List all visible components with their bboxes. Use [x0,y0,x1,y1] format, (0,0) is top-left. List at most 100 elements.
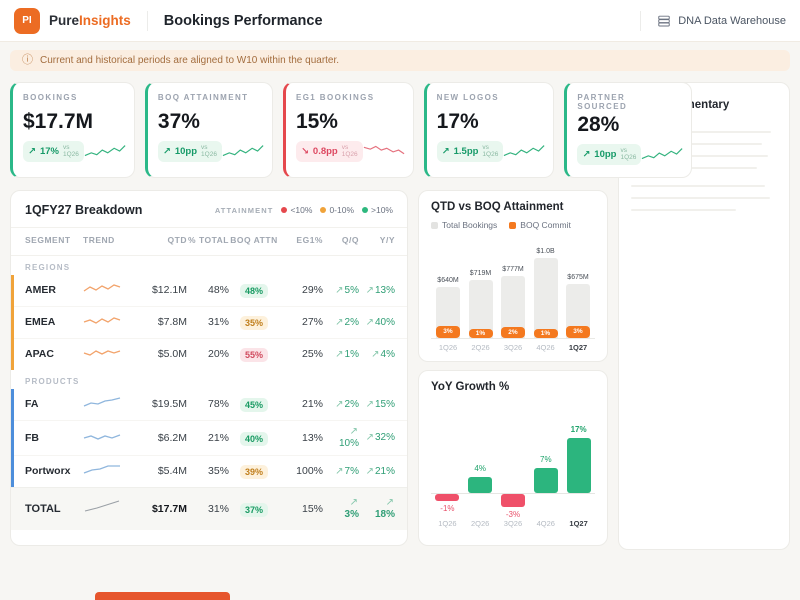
qtd-bars: $640M 3% $719M 1% $777M 2% $1.0B 1% $675M 3% [431,238,595,339]
charts-column: QTD vs BOQ Attainment Total Bookings BOQ… [418,190,608,546]
boq-commit-bar: 3% [566,325,590,338]
bar-value-label: 17% [570,425,587,434]
segment-cell: TOTAL [25,502,61,515]
yoy-bar-group: -3% 3Q26 [497,397,530,537]
legend-dot-amber [320,207,327,213]
bar-value-label: -1% [440,504,455,513]
kpi-delta-badge: ↗ 10pp vs 1Q26 [157,141,222,162]
yy-cell: ↗15% [365,398,395,410]
section-label-regions: REGIONS [25,262,71,272]
content-column: BOOKINGS $17.7M ↗ 17% vs 1Q26 BOQ ATTAINME… [10,82,693,546]
kpi-delta-badge: ↗ 1.5pp vs 1Q26 [436,141,504,162]
legend-swatch [431,221,438,229]
trend-up-icon: ↗ [365,432,374,444]
pct-total-cell: 48% [207,284,229,297]
table-row-emea[interactable]: EMEA $7.8M 31% 35% 27% ↗2% ↗40% [14,307,407,339]
qtd-cell: $17.7M [151,502,187,515]
qtd-cell: $7.8M [157,316,187,329]
eg1-cell: 100% [296,465,323,478]
legend-swatch [509,221,517,229]
eg1-cell: 27% [301,316,323,329]
col-header: SEGMENT [25,235,71,245]
kpi-delta-value: 0.8pp [312,145,338,157]
yy-cell: ↗21% [365,465,395,477]
yoy-bar-group: 17% 1Q27 [562,397,595,537]
trend-up-icon: ↗ [582,148,591,160]
trend-up-icon: ↗ [335,348,344,360]
trend-sparkline [83,281,131,299]
yoy-bar [533,468,558,493]
trend-up-icon: ↗ [349,496,358,508]
qq-cell: ↗ 10% [338,425,359,449]
kpi-label: NEW LOGOS [436,93,500,102]
horizontal-scrollbar-thumb[interactable] [95,592,230,600]
kpi-delta-badge: ↘ 0.8pp vs 1Q26 [295,141,363,162]
app-logo: PI [14,7,40,34]
trend-up-icon: ↗ [385,496,394,508]
boq-commit-bar: 3% [436,325,460,338]
table-row-amer[interactable]: AMER $12.1M 48% 48% 29% ↗5% ↗13% [14,275,407,307]
boq-attn-badge: 55% [239,348,268,363]
kpi-vs-period: vs 1Q26 [620,147,637,162]
boq-attn-badge: 40% [239,431,268,446]
x-axis-label: 1Q27 [568,343,588,352]
eg1-cell: 25% [301,348,323,361]
boq-attn-badge: 37% [239,502,268,517]
qtd-bar-group: $719M 1% [467,270,495,338]
yoy-bar-group: 7% 4Q26 [529,397,562,537]
trend-sparkline [83,499,131,518]
kpi-value: 17% [436,110,479,133]
kpi-value: $17.7M [23,110,94,133]
x-axis-label: 1Q27 [569,519,588,528]
trend-up-icon: ↗ [335,316,344,328]
table-row-fa[interactable]: FA $19.5M 78% 45% 21% ↗2% ↗15% [14,389,407,421]
kpi-delta-value: 1.5pp [453,145,479,157]
qtd-cell: $6.2M [157,431,187,444]
database-icon [658,15,670,26]
x-axis-label: 4Q26 [536,519,555,528]
boq-attn-badge: 48% [239,284,268,299]
table-row-apac[interactable]: APAC $5.0M 20% 55% 25% ↗1% ↗4% [14,339,407,370]
alignment-notice: ⓘ Current and historical periods are ali… [10,50,790,71]
table-row-fb[interactable]: FB $6.2M 21% 40% 13% ↗ 10% ↗32% [14,421,407,456]
qq-cell: ↗5% [335,284,359,296]
segment-cell: FA [25,398,39,411]
divider [146,10,148,31]
qtd-cell: $19.5M [151,398,187,411]
qtd-cell: $12.1M [151,284,187,297]
qtd-cell: $5.4M [157,465,187,478]
datasource-badge[interactable]: DNA Data Warehouse [657,14,786,28]
trend-up-icon: ↗ [365,316,374,328]
bar-value-label: $777M [502,266,524,273]
sparkline [642,148,683,160]
col-header: TREND [83,235,115,245]
x-axis-label: 3Q26 [503,343,523,352]
kpi-delta-badge: ↗ 10pp vs 1Q26 [577,144,642,165]
trend-up-icon: ↗ [335,284,344,296]
trend-up-icon: ↗ [365,398,374,410]
table-row-total: TOTAL $17.7M 31% 37% 15% ↗ 3% ↗ 18% [11,486,407,530]
trend-sparkline [83,313,131,331]
kpi-vs-period: vs 1Q26 [482,144,499,159]
breakdown-table-panel: 1QFY27 Breakdown ATTAINMENT <10% 0-10% >… [10,190,408,546]
total-bookings-bar: 3% [436,287,460,338]
qtd-xlabels: 1Q26 2Q26 3Q26 4Q26 1Q27 [431,339,595,352]
x-axis-label: 4Q26 [536,343,555,352]
datasource-label: DNA Data Warehouse [678,14,786,27]
chart-title: QTD vs BOQ Attainment [431,201,564,213]
eg1-cell: 13% [301,431,323,444]
eg1-cell: 15% [301,502,323,515]
pct-total-cell: 20% [207,348,229,361]
kpi-delta-value: 17% [39,145,59,157]
qtd-bar-group: $640M 3% [434,277,462,338]
x-axis-label: 1Q26 [438,343,458,352]
table-row-portworx[interactable]: Portworx $5.4M 35% 39% 100% ↗7% ↗21% [14,456,407,487]
total-bookings-bar: 1% [468,280,493,338]
x-axis-label: 2Q26 [471,343,490,352]
qtd-bar-group: $777M 2% [499,266,527,338]
trend-sparkline [83,462,131,480]
section-products: FA $19.5M 78% 45% 21% ↗2% ↗15% FB [11,388,407,487]
trend-up-icon: ↗ [162,145,171,157]
kpi-label: PARTNER SOURCED [577,93,628,111]
boq-attn-badge: 39% [239,465,268,480]
